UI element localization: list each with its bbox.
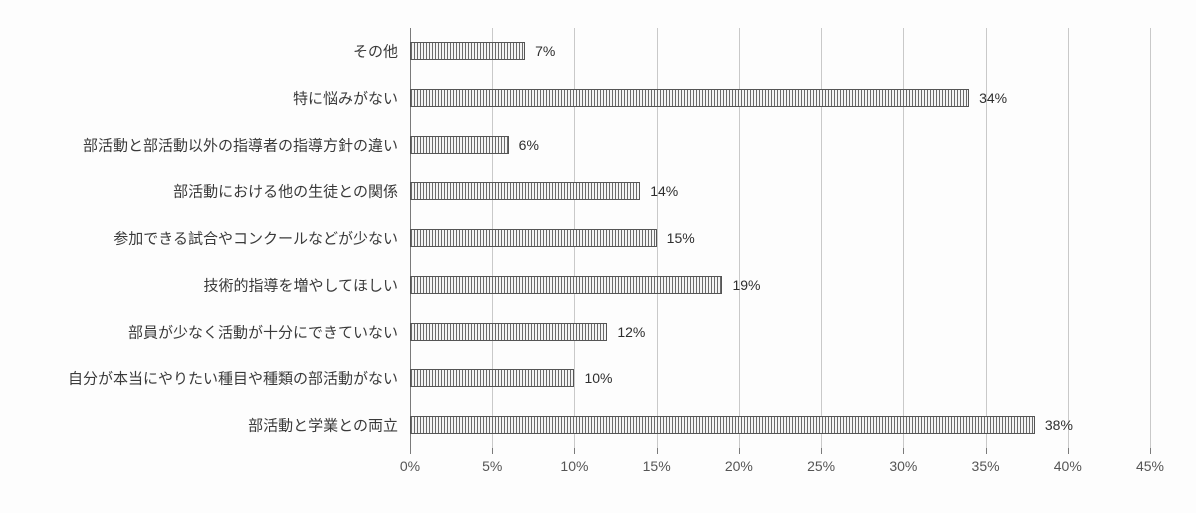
x-tick (1068, 448, 1069, 454)
category-label: 特に悩みがない (293, 88, 410, 109)
value-label: 10% (584, 370, 612, 386)
bar-row: 部活動と学業との両立38% (410, 402, 1150, 449)
grid-line (1150, 28, 1151, 448)
bar-row: 部活動と部活動以外の指導者の指導方針の違い6% (410, 121, 1150, 168)
bar (410, 182, 640, 200)
bar-row: その他7% (410, 28, 1150, 75)
value-label: 6% (519, 137, 539, 153)
category-label: 参加できる試合やコンクールなどが少ない (113, 228, 410, 249)
category-label: 部活動と部活動以外の指導者の指導方針の違い (83, 134, 410, 155)
x-tick-label: 20% (725, 458, 753, 474)
bar-row: 自分が本当にやりたい種目や種類の部活動がない10% (410, 355, 1150, 402)
x-tick-label: 25% (807, 458, 835, 474)
bar-row: 部活動における他の生徒との関係14% (410, 168, 1150, 215)
x-tick (574, 448, 575, 454)
bar (410, 416, 1035, 434)
bar-row: 部員が少なく活動が十分にできていない12% (410, 308, 1150, 355)
bar (410, 323, 607, 341)
category-label: 部活動と学業との両立 (248, 414, 410, 435)
x-tick-label: 0% (400, 458, 420, 474)
value-label: 12% (617, 324, 645, 340)
x-tick (986, 448, 987, 454)
x-tick-label: 30% (889, 458, 917, 474)
x-tick (739, 448, 740, 454)
x-tick-label: 40% (1054, 458, 1082, 474)
category-label: 自分が本当にやりたい種目や種類の部活動がない (68, 368, 410, 389)
category-label: 部活動における他の生徒との関係 (173, 181, 410, 202)
category-label: 技術的指導を増やしてほしい (203, 274, 410, 295)
value-label: 15% (667, 230, 695, 246)
value-label: 38% (1045, 417, 1073, 433)
bar-row: 特に悩みがない34% (410, 75, 1150, 122)
category-label: 部員が少なく活動が十分にできていない (128, 321, 410, 342)
value-label: 7% (535, 43, 555, 59)
survey-bar-chart: 0%5%10%15%20%25%30%35%40%45%その他7%特に悩みがない… (0, 0, 1196, 513)
bar-row: 参加できる試合やコンクールなどが少ない15% (410, 215, 1150, 262)
bar (410, 276, 722, 294)
x-tick (903, 448, 904, 454)
bar (410, 136, 509, 154)
category-label: その他 (353, 41, 410, 62)
x-tick (1150, 448, 1151, 454)
x-tick-label: 35% (972, 458, 1000, 474)
x-tick-label: 10% (560, 458, 588, 474)
bar (410, 229, 657, 247)
x-tick-label: 15% (643, 458, 671, 474)
bar-row: 技術的指導を増やしてほしい19% (410, 262, 1150, 309)
value-label: 14% (650, 183, 678, 199)
x-tick (492, 448, 493, 454)
value-label: 19% (732, 277, 760, 293)
value-label: 34% (979, 90, 1007, 106)
bar (410, 42, 525, 60)
x-tick-label: 45% (1136, 458, 1164, 474)
plot-area: 0%5%10%15%20%25%30%35%40%45%その他7%特に悩みがない… (410, 28, 1150, 448)
x-tick (410, 448, 411, 454)
bar (410, 369, 574, 387)
x-tick (657, 448, 658, 454)
x-tick (821, 448, 822, 454)
bar (410, 89, 969, 107)
x-tick-label: 5% (482, 458, 502, 474)
